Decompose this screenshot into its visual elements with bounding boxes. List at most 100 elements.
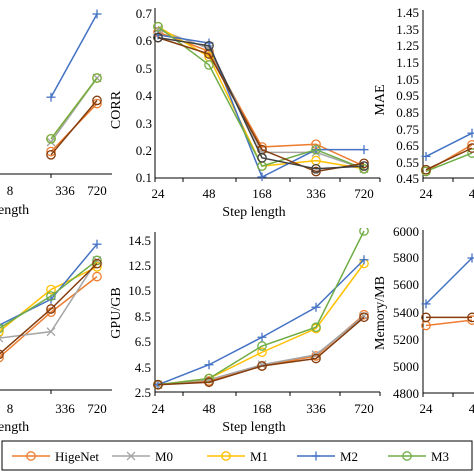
data-point: [92, 95, 102, 106]
x-tick-label: 168: [252, 186, 272, 201]
y-tick-label: 0.1: [136, 170, 152, 185]
data-point: [0, 323, 4, 334]
data-point: [46, 149, 56, 160]
x-tick-label: 336: [55, 183, 75, 198]
y-tick-label: 4.5: [135, 360, 151, 375]
data-point: [359, 158, 369, 169]
x-axis-label: Step length: [222, 205, 285, 220]
y-tick-label: 5000: [393, 359, 419, 374]
data-point: [421, 312, 431, 323]
legend-marker: [26, 451, 36, 461]
series-line: [0, 259, 98, 329]
data-point: [46, 304, 56, 314]
data-point: [359, 228, 369, 236]
y-tick-label: 0.65: [396, 138, 419, 153]
data-point: [204, 377, 214, 388]
y-axis-label: Memory/MB: [373, 276, 388, 350]
x-tick-label: 336: [306, 186, 326, 201]
data-point: [359, 312, 369, 323]
series-line: [157, 230, 365, 386]
x-tick-label: 4: [469, 186, 474, 201]
data-point: [46, 327, 56, 337]
series-line: [425, 152, 473, 173]
series-line: [425, 147, 473, 171]
data-point: [153, 32, 163, 43]
data-point: [359, 163, 369, 174]
x-tick-label: 168: [252, 401, 272, 416]
y-tick-label: 1.05: [396, 72, 419, 87]
y-tick-label: 0.2: [136, 143, 152, 158]
data-point: [311, 322, 321, 333]
panel-mae: 1.45 1.35 1.25 1.15 1.05 0.95 0.85 0.75 …: [373, 5, 474, 201]
series-line: [157, 26, 365, 170]
panel-top-left: 8 336 720 ength: [0, 9, 112, 218]
data-point: [257, 172, 267, 181]
data-point: [467, 315, 474, 325]
data-point: [46, 92, 56, 102]
data-point: [421, 299, 431, 309]
data-point: [257, 347, 267, 358]
legend-item: M2: [297, 449, 358, 464]
y-tick-label: 0.6: [136, 33, 153, 48]
legend-item: M1: [207, 449, 268, 464]
data-point: [311, 163, 321, 174]
x-axis-label: ength: [0, 203, 29, 218]
data-point: [467, 128, 474, 138]
y-tick-label: 8.5: [135, 309, 151, 324]
data-point: [92, 239, 102, 249]
y-tick-label: 0.7: [136, 6, 153, 21]
data-point: [92, 98, 102, 109]
legend-item: HigeNet: [12, 449, 99, 464]
data-point: [204, 40, 214, 51]
data-point: [311, 302, 321, 312]
data-point: [46, 284, 56, 295]
y-tick-label: 1.35: [396, 22, 419, 37]
y-tick-label: 0.3: [136, 116, 152, 131]
x-tick-label: 24: [152, 401, 166, 416]
y-tick-label: 14.5: [128, 233, 151, 248]
data-point: [359, 309, 369, 320]
legend-marker: [126, 451, 136, 461]
panel-gpu: 14.5 12.5 10.5 8.5 6.5 4.5 2.5 24 48 168…: [109, 228, 381, 435]
data-point: [46, 291, 56, 301]
series-line: [0, 276, 98, 358]
data-point: [359, 161, 369, 171]
data-point: [359, 145, 369, 155]
y-tick-label: 10.5: [128, 283, 151, 298]
y-tick-label: 1.45: [396, 5, 419, 20]
legend-label: M3: [431, 449, 449, 464]
data-point: [257, 361, 267, 371]
panel-bottom-left: 8 336 720 ength: [0, 239, 112, 435]
series-line: [425, 132, 473, 158]
y-axis-label: GPU/GB: [109, 287, 124, 338]
legend-label: M2: [340, 449, 358, 464]
y-tick-label: 1.25: [396, 38, 419, 53]
panel-memory: 6000 5800 5600 5400 5200 5000 4800 24 4 …: [373, 224, 474, 416]
data-point: [0, 352, 4, 363]
series-line: [0, 263, 98, 355]
data-point: [46, 133, 56, 144]
data-point: [311, 166, 321, 177]
data-point: [257, 341, 267, 351]
x-axis-label: Step length: [222, 420, 285, 435]
data-point: [257, 332, 267, 342]
legend-label: M1: [250, 449, 268, 464]
x-tick-label: 24: [420, 401, 434, 416]
data-point: [0, 326, 4, 337]
data-point: [421, 151, 431, 161]
x-tick-label: 720: [87, 401, 107, 416]
data-point: [153, 379, 163, 390]
y-tick-label: 6000: [393, 224, 419, 239]
x-tick-label: 48: [203, 186, 216, 201]
data-point: [92, 258, 102, 269]
y-tick-label: 5400: [393, 305, 419, 320]
y-tick-label: 5600: [393, 277, 419, 292]
data-point: [46, 137, 56, 147]
legend-marker: [402, 451, 412, 461]
y-tick-label: 0.75: [396, 122, 419, 137]
y-axis-label: MAE: [373, 84, 388, 115]
data-point: [311, 353, 321, 364]
y-tick-label: 0.4: [136, 88, 153, 103]
y-tick-label: 4800: [393, 386, 419, 401]
